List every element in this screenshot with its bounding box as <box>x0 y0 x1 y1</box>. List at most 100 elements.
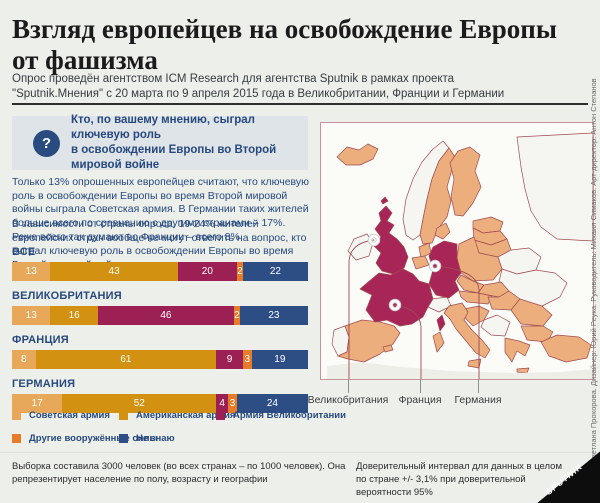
credits-vertical-text: Редактор: Светлана Прохорова. Дизайнер: … <box>589 78 598 500</box>
bar-category-label: ВЕЛИКОБРИТАНИЯ <box>12 290 122 302</box>
map-country-turkey <box>540 334 592 363</box>
subtitle-line-2: "Sputnik.Мнения" с 20 марта по 9 апреля … <box>12 87 505 100</box>
question-line-2: в освобождении Европы во Второй мировой … <box>71 144 277 172</box>
stacked-bar: 13 43 20 2 22 <box>12 262 308 281</box>
title-line-1: Взгляд европейцев на освобождение Европы <box>12 14 557 44</box>
stacked-bar: 17 52 4 3 24 <box>12 394 308 413</box>
map-country-greece <box>504 337 531 363</box>
map-label-uk: Великобритания <box>307 394 389 406</box>
stacked-bar-chart: ВСЕ 13 43 20 2 22 ВЕЛИКОБРИТАНИЯ 13 16 46 2 23 ФРАНЦ… <box>12 246 308 422</box>
map-country-spain <box>337 319 401 363</box>
bar-segment: 2 <box>233 306 240 325</box>
bar-segment: 13 <box>12 306 51 325</box>
bar-segment: 22 <box>242 262 308 281</box>
page-subtitle: Опрос проведён агентством ICM Research д… <box>12 72 587 102</box>
map-landmass-north-africa <box>327 362 593 379</box>
map-country-sweden <box>419 147 456 245</box>
legend-item: Другие вооружённые силы <box>12 433 158 444</box>
header-divider <box>12 103 588 105</box>
bar-segment: 3 <box>242 350 252 369</box>
footnote-sample: Выборка составила 3000 человек (во всех … <box>12 461 346 485</box>
question-mark-icon: ? <box>33 129 60 157</box>
bar-segment: 4 <box>216 394 229 413</box>
callout-stub-france <box>420 379 421 393</box>
legend-swatch-icon <box>12 411 21 420</box>
map-callouts <box>348 233 480 379</box>
bar-category-label: ФРАНЦИЯ <box>12 334 69 346</box>
question-text: Кто, по вашему мнению, сыграл ключевую р… <box>71 113 308 174</box>
bar-segment: 19 <box>251 350 308 369</box>
map-label-germany: Германия <box>454 394 502 406</box>
legend-swatch-icon <box>119 434 128 443</box>
map-country-france <box>359 268 434 327</box>
map-country-serbia <box>480 314 511 337</box>
title-line-2: от фашизма <box>12 44 158 75</box>
legend-swatch-icon <box>119 411 128 420</box>
bar-segment: 52 <box>62 394 217 413</box>
legend-label: Армия Великобритании <box>233 410 346 421</box>
legend-item: Не знаю <box>119 433 216 444</box>
stacked-bar: 13 16 46 2 23 <box>12 306 308 325</box>
question-line-1: Кто, по вашему мнению, сыграл ключевую р… <box>71 113 255 141</box>
subtitle-line-1: Опрос проведён агентством ICM Research д… <box>12 73 455 85</box>
footnote-confidence: Доверительный интервал для данных в цело… <box>356 461 562 498</box>
bar-segment: 2 <box>236 262 243 281</box>
callout-line-germany <box>434 265 480 379</box>
legend-label: Не знаю <box>136 433 175 444</box>
bar-segment: 23 <box>239 306 308 325</box>
bar-segment: 3 <box>228 394 237 413</box>
legend-item: Американская армия <box>119 410 235 421</box>
bar-segment: 9 <box>216 350 243 369</box>
map-country-ireland <box>347 233 374 261</box>
legend-swatch-icon <box>216 411 225 420</box>
body-paragraph-1: Только 13% опрошенных европейцев считают… <box>12 176 310 243</box>
map-country-uk-isles <box>380 196 389 205</box>
map-country-romania <box>510 298 553 327</box>
bar-segment: 46 <box>97 306 234 325</box>
callout-stub-germany <box>478 379 479 393</box>
legend-label: Советская армия <box>29 410 110 421</box>
bar-category-label: ВСЕ <box>12 246 36 258</box>
map-country-finland <box>449 146 482 217</box>
map-country-balearics <box>382 344 394 353</box>
bar-category-label: ГЕРМАНИЯ <box>12 378 76 390</box>
callout-stub-uk <box>348 379 349 393</box>
bar-segment: 61 <box>35 350 217 369</box>
bar-group: ВЕЛИКОБРИТАНИЯ 13 16 46 2 23 <box>12 290 308 325</box>
bar-group: ГЕРМАНИЯ 17 52 4 3 24 <box>12 378 308 413</box>
bar-segment: 13 <box>12 262 51 281</box>
bar-segment: 16 <box>50 306 98 325</box>
map-label-france: Франция <box>398 394 442 406</box>
bar-segment: 43 <box>50 262 178 281</box>
map-country-corsica <box>436 314 446 332</box>
legend-item: Советская армия <box>12 410 119 421</box>
footer-divider <box>0 452 600 453</box>
europe-map-svg <box>327 132 593 379</box>
map-country-iceland <box>336 143 379 166</box>
map-country-italy <box>443 302 491 359</box>
map-country-austria <box>458 290 493 305</box>
bar-segment: 20 <box>177 262 237 281</box>
map-country-bulgaria <box>520 325 554 343</box>
map-country-denmark <box>434 222 451 240</box>
legend-item: Армия Великобритании <box>216 410 346 421</box>
legend-swatch-icon <box>12 434 21 443</box>
europe-map <box>320 122 594 380</box>
legend-label: Американская армия <box>136 410 236 421</box>
map-country-sardinia <box>432 331 445 353</box>
question-panel: ? Кто, по вашему мнению, сыграл ключевую… <box>12 114 308 171</box>
map-country-russia <box>516 132 593 242</box>
bar-group: ФРАНЦИЯ 8 61 9 3 19 <box>12 334 308 369</box>
legend-label: Другие вооружённые силы <box>29 433 158 444</box>
bar-segment: 17 <box>12 394 63 413</box>
chart-legend: Советская армия Американская армия Армия В… <box>12 410 346 444</box>
map-country-belgium <box>411 255 430 270</box>
sputnik-logo: SPUTNIK <box>536 447 600 503</box>
map-country-uk <box>372 205 409 275</box>
bar-segment: 24 <box>236 394 308 413</box>
map-country-crete <box>516 367 530 374</box>
stacked-bar: 8 61 9 3 19 <box>12 350 308 369</box>
page-title: Взгляд европейцев на освобождение Европы… <box>12 14 592 75</box>
bar-segment: 8 <box>12 350 36 369</box>
